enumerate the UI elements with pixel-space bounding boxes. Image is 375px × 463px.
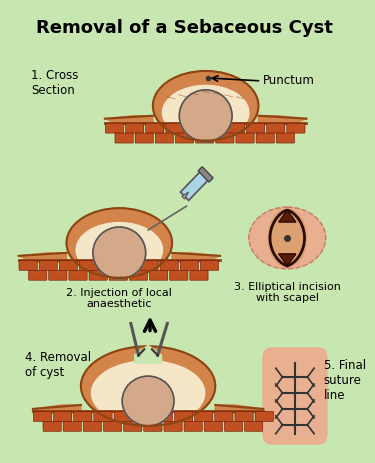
FancyBboxPatch shape: [150, 270, 168, 280]
Ellipse shape: [81, 346, 215, 426]
Ellipse shape: [76, 223, 162, 277]
Ellipse shape: [93, 227, 146, 279]
FancyBboxPatch shape: [287, 123, 305, 133]
FancyBboxPatch shape: [129, 270, 148, 280]
Polygon shape: [18, 253, 66, 262]
FancyBboxPatch shape: [144, 421, 162, 432]
FancyBboxPatch shape: [184, 421, 203, 432]
Polygon shape: [135, 345, 162, 363]
FancyBboxPatch shape: [190, 270, 208, 280]
FancyBboxPatch shape: [100, 260, 118, 270]
FancyBboxPatch shape: [33, 412, 52, 421]
FancyBboxPatch shape: [114, 412, 132, 421]
FancyBboxPatch shape: [244, 421, 263, 432]
FancyBboxPatch shape: [154, 412, 172, 421]
Text: 2. Injection of local
anaesthetic: 2. Injection of local anaesthetic: [66, 288, 172, 309]
FancyBboxPatch shape: [146, 123, 164, 133]
FancyBboxPatch shape: [174, 412, 193, 421]
Ellipse shape: [66, 208, 172, 278]
FancyBboxPatch shape: [164, 421, 182, 432]
FancyBboxPatch shape: [135, 133, 153, 143]
FancyBboxPatch shape: [49, 270, 67, 280]
FancyBboxPatch shape: [105, 123, 124, 133]
FancyBboxPatch shape: [83, 421, 102, 432]
FancyBboxPatch shape: [256, 133, 274, 143]
Polygon shape: [258, 116, 306, 125]
FancyBboxPatch shape: [39, 260, 57, 270]
FancyBboxPatch shape: [74, 412, 92, 421]
FancyBboxPatch shape: [196, 133, 214, 143]
FancyBboxPatch shape: [166, 123, 184, 133]
FancyBboxPatch shape: [109, 270, 128, 280]
FancyBboxPatch shape: [235, 412, 253, 421]
Polygon shape: [279, 254, 296, 266]
FancyBboxPatch shape: [255, 412, 273, 421]
FancyBboxPatch shape: [134, 412, 152, 421]
FancyBboxPatch shape: [28, 270, 47, 280]
FancyBboxPatch shape: [160, 260, 178, 270]
FancyBboxPatch shape: [54, 412, 72, 421]
Polygon shape: [182, 192, 189, 199]
Polygon shape: [33, 405, 81, 413]
Text: 5. Final
suture
line: 5. Final suture line: [324, 359, 366, 402]
FancyBboxPatch shape: [176, 133, 194, 143]
Ellipse shape: [153, 71, 258, 141]
FancyBboxPatch shape: [276, 133, 294, 143]
FancyBboxPatch shape: [104, 421, 122, 432]
Ellipse shape: [162, 85, 249, 140]
FancyBboxPatch shape: [120, 260, 138, 270]
FancyBboxPatch shape: [200, 260, 219, 270]
FancyBboxPatch shape: [69, 270, 87, 280]
FancyBboxPatch shape: [246, 123, 265, 133]
FancyBboxPatch shape: [155, 133, 174, 143]
FancyBboxPatch shape: [215, 412, 233, 421]
FancyBboxPatch shape: [262, 347, 328, 445]
Polygon shape: [215, 405, 263, 413]
FancyBboxPatch shape: [126, 123, 144, 133]
Polygon shape: [198, 167, 213, 182]
FancyBboxPatch shape: [226, 123, 245, 133]
FancyBboxPatch shape: [89, 270, 107, 280]
Polygon shape: [180, 169, 210, 200]
FancyBboxPatch shape: [94, 412, 112, 421]
Text: Removal of a Sebaceous Cyst: Removal of a Sebaceous Cyst: [36, 19, 333, 38]
FancyBboxPatch shape: [124, 421, 142, 432]
FancyBboxPatch shape: [19, 260, 37, 270]
Text: 4. Removal
of cyst: 4. Removal of cyst: [25, 351, 92, 379]
FancyBboxPatch shape: [180, 260, 198, 270]
Polygon shape: [172, 253, 220, 262]
FancyBboxPatch shape: [195, 412, 213, 421]
FancyBboxPatch shape: [224, 421, 243, 432]
Ellipse shape: [122, 376, 174, 426]
FancyBboxPatch shape: [216, 133, 234, 143]
Text: 3. Elliptical incision
with scapel: 3. Elliptical incision with scapel: [234, 282, 341, 303]
FancyBboxPatch shape: [267, 123, 285, 133]
FancyBboxPatch shape: [206, 123, 224, 133]
Text: Punctum: Punctum: [263, 75, 315, 88]
Ellipse shape: [179, 90, 232, 142]
FancyBboxPatch shape: [59, 260, 78, 270]
FancyBboxPatch shape: [170, 270, 188, 280]
Ellipse shape: [92, 361, 205, 425]
FancyBboxPatch shape: [204, 421, 222, 432]
FancyBboxPatch shape: [80, 260, 98, 270]
Polygon shape: [105, 116, 153, 125]
FancyBboxPatch shape: [236, 133, 254, 143]
Text: 1. Cross
Section: 1. Cross Section: [31, 69, 78, 97]
FancyBboxPatch shape: [140, 260, 158, 270]
FancyBboxPatch shape: [115, 133, 133, 143]
Polygon shape: [279, 210, 296, 222]
FancyBboxPatch shape: [63, 421, 81, 432]
Ellipse shape: [268, 209, 306, 267]
Ellipse shape: [249, 207, 326, 269]
FancyBboxPatch shape: [43, 421, 61, 432]
Polygon shape: [270, 210, 304, 266]
FancyBboxPatch shape: [186, 123, 204, 133]
